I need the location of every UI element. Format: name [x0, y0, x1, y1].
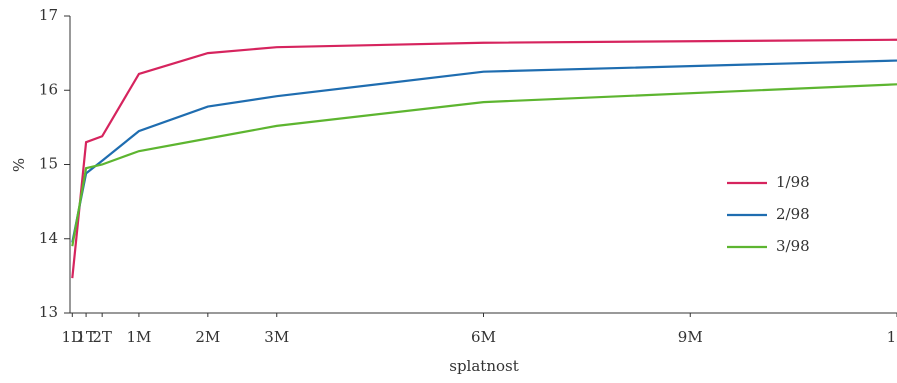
legend-label: 2/98	[776, 205, 810, 223]
x-tick-label: 2M	[195, 328, 220, 346]
x-axis-label: splatnost	[449, 357, 519, 375]
legend-label: 3/98	[776, 237, 810, 255]
y-tick-label: 14	[39, 229, 58, 247]
x-tick-label: 9M	[678, 328, 703, 346]
y-tick-label: 16	[39, 80, 58, 98]
series-line	[71, 59, 897, 243]
x-tick-label: 1M	[126, 328, 151, 346]
legend-label: 1/98	[776, 173, 810, 191]
y-tick-label: 13	[39, 303, 58, 321]
x-tick-label: 6M	[471, 328, 496, 346]
x-tick-label: 3M	[264, 328, 289, 346]
x-tick-label: 1R	[887, 328, 897, 346]
y-tick-label: 17	[39, 6, 58, 24]
x-tick-label: 1D	[62, 328, 84, 346]
y-axis-label: %	[10, 158, 28, 172]
series-line	[71, 83, 897, 247]
series-line	[71, 38, 897, 279]
y-tick-label: 15	[39, 155, 58, 173]
x-tick-label: 1T	[76, 328, 96, 346]
x-tick-label: 2T	[92, 328, 112, 346]
